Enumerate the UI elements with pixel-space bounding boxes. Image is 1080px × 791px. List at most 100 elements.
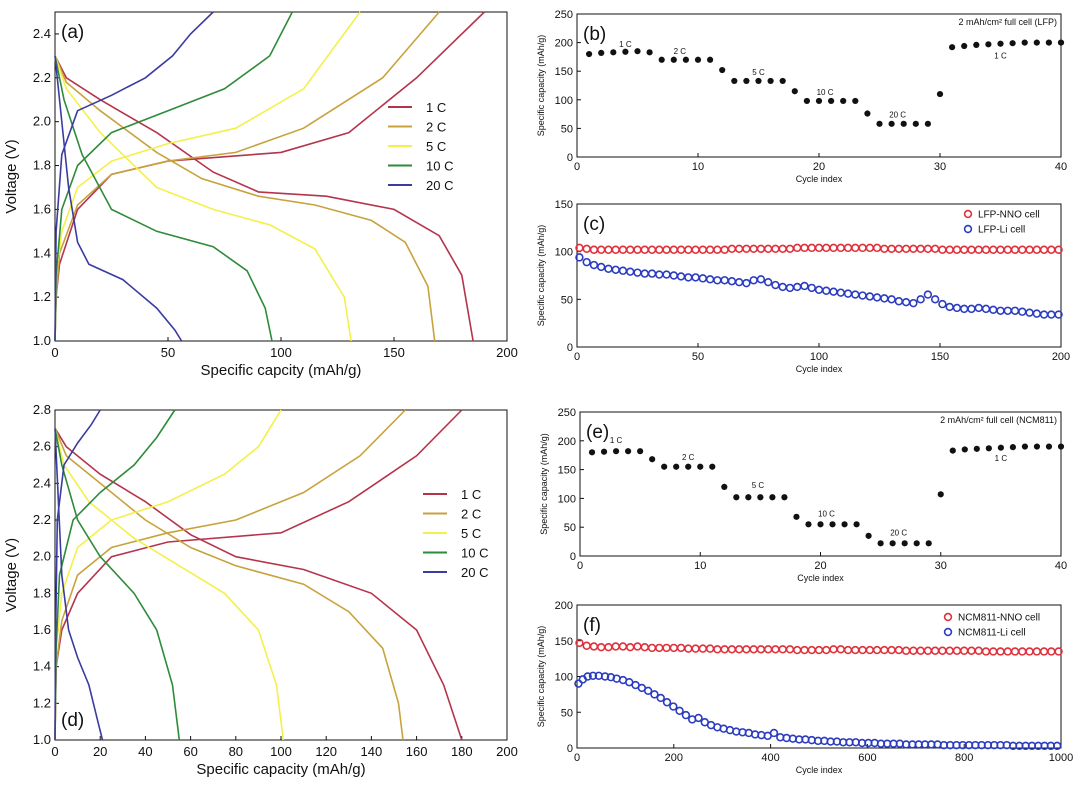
data-point-nno (596, 642, 606, 652)
data-point-nno (785, 645, 795, 654)
data-point-nno (865, 243, 875, 253)
data-point-nno (1003, 245, 1012, 254)
x-tick-label: 150 (383, 345, 405, 360)
data-point (769, 494, 776, 501)
x-tick-label: 160 (406, 744, 428, 759)
data-point-li (676, 272, 686, 281)
data-point (1021, 443, 1029, 450)
x-tick-label: 30 (935, 560, 947, 572)
data-point (745, 494, 752, 501)
x-tick-label: 20 (814, 560, 826, 572)
y-tick-label: 250 (558, 407, 576, 419)
data-point-nno (800, 645, 809, 655)
data-point-nno (894, 645, 904, 655)
data-point-nno (618, 642, 628, 651)
data-point-li (643, 686, 653, 695)
data-point-li (807, 283, 816, 293)
data-point-li (618, 266, 628, 275)
data-point-nno (814, 645, 824, 655)
data-point (598, 49, 605, 56)
legend-marker (943, 627, 953, 637)
data-point-nno (618, 245, 628, 254)
data-point (913, 540, 920, 547)
y-tick-label: 150 (555, 199, 573, 211)
panel-a: 0 50 100 150 200 1.0 1.2 1.4 1.6 1.8 2.0 2.2 2.4 Spec… (3, 11, 518, 379)
legend-label: NCM811-Li cell (958, 628, 1026, 639)
data-point-li (952, 303, 962, 313)
data-point-nno (945, 245, 954, 254)
data-point-nno (974, 646, 983, 655)
y-tick-label: 150 (555, 636, 573, 648)
data-point-nno (814, 243, 824, 253)
data-point-li (974, 303, 983, 313)
legend-label: 1 C (426, 100, 446, 115)
panel-label: (a) (61, 22, 84, 43)
data-point (694, 56, 702, 63)
data-point-nno (742, 244, 751, 254)
legend-label: 2 C (461, 507, 481, 522)
data-point-li (769, 728, 779, 738)
data-point-li (647, 269, 657, 278)
data-point-nno (691, 245, 700, 254)
x-tick-label: 20 (813, 161, 825, 173)
data-point-nno (851, 645, 860, 655)
discharge-curve-5c (54, 428, 285, 741)
x-tick-label: 0 (577, 560, 583, 572)
data-point (649, 456, 656, 463)
data-point-nno (880, 645, 889, 655)
data-point-nno (952, 245, 962, 254)
data-point-nno (691, 644, 700, 653)
data-point-li (909, 298, 918, 308)
data-point (1021, 39, 1028, 46)
data-point (829, 521, 836, 528)
data-point (586, 50, 593, 58)
x-tick-label: 10 (692, 161, 704, 173)
charge-curve-2c (54, 11, 440, 342)
data-point-nno (684, 644, 693, 653)
data-point-li (626, 267, 635, 276)
data-point-li (600, 672, 610, 681)
data-point-nno (676, 245, 686, 254)
rate-annotation: 1 C (995, 454, 1008, 463)
chart-title: 2 mAh/cm² full cell (NCM811) (940, 415, 1057, 425)
data-point (755, 77, 762, 85)
data-point (997, 40, 1004, 47)
data-point-nno (647, 245, 657, 254)
y-tick-label: 50 (561, 123, 573, 135)
data-point-nno (858, 243, 867, 253)
data-point-nno (604, 245, 613, 254)
y-tick-label: 200 (558, 436, 576, 448)
charge-curve-1c (54, 11, 485, 342)
data-point-li (1052, 741, 1062, 751)
x-tick-label: 0 (51, 744, 58, 759)
y-tick-label: 150 (555, 66, 573, 78)
data-point (961, 42, 968, 50)
data-point (791, 88, 798, 95)
discharge-curve-2c (54, 427, 404, 741)
data-point-nno (981, 245, 991, 254)
data-point-nno (655, 643, 664, 653)
data-point (757, 494, 764, 501)
data-point-nno (611, 245, 620, 254)
data-point-li (989, 305, 998, 315)
panel-e: 0 10 20 30 40 0 50 100 150 200 250 Cycle index Speci… (539, 407, 1067, 583)
data-point-li (1018, 307, 1027, 316)
data-point-nno (749, 244, 758, 254)
data-point-nno (1003, 647, 1012, 656)
data-point (865, 532, 872, 539)
rate-annotation: 20 C (889, 111, 906, 120)
data-point-nno (822, 645, 831, 655)
data-point-nno (720, 645, 729, 654)
data-point-nno (851, 243, 860, 253)
data-point-nno (996, 647, 1005, 656)
x-tick-label: 600 (858, 752, 876, 764)
data-point (852, 97, 859, 105)
data-point-nno (836, 645, 845, 654)
data-point-li (650, 690, 659, 699)
data-point-nno (582, 641, 591, 650)
data-point-li (996, 306, 1005, 315)
y-tick-label: 1.2 (33, 695, 51, 710)
data-point-nno (836, 243, 845, 253)
data-point-li (604, 264, 613, 274)
rate-annotation: 5 C (752, 481, 765, 490)
